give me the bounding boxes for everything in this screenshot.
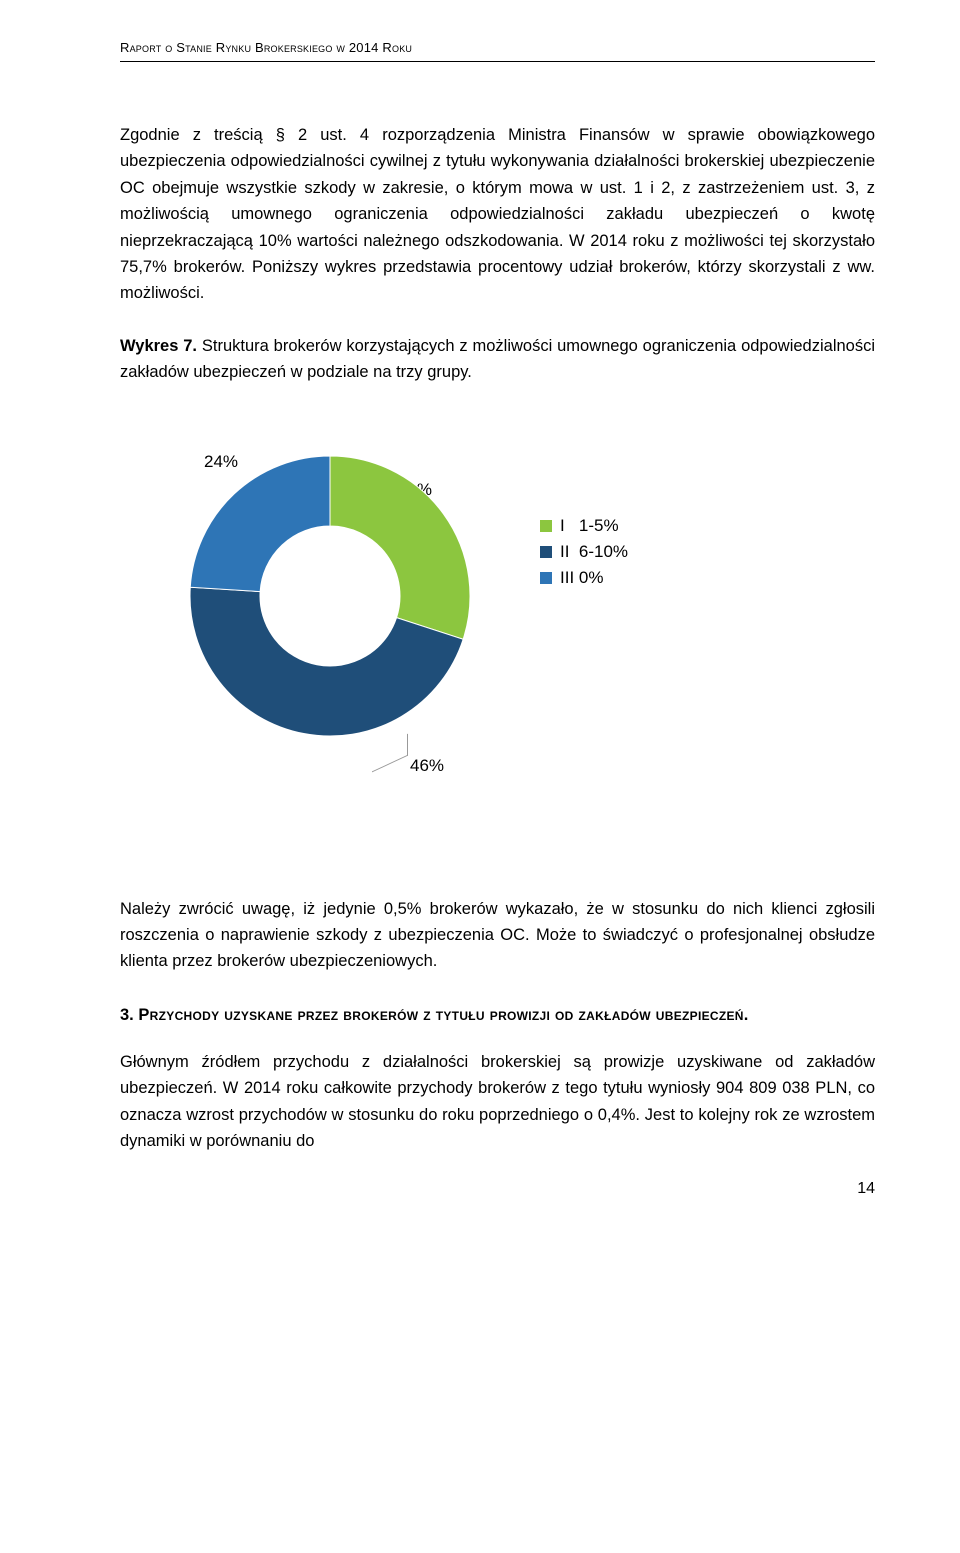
chart-title-bold: Wykres 7. bbox=[120, 337, 197, 355]
running-header: Raport o Stanie Rynku Brokerskiego w 201… bbox=[120, 40, 875, 55]
paragraph-2: Należy zwrócić uwagę, iż jedynie 0,5% br… bbox=[120, 896, 875, 975]
paragraph-3: Głównym źródłem przychodu z działalności… bbox=[120, 1049, 875, 1155]
legend-label: III 0% bbox=[560, 568, 603, 588]
chart-legend: I 1-5% II 6-10% III 0% bbox=[540, 516, 628, 594]
legend-item: I 1-5% bbox=[540, 516, 628, 536]
donut-slice-I bbox=[330, 456, 470, 639]
header-rule bbox=[120, 61, 875, 62]
donut-slice-III bbox=[190, 456, 330, 592]
donut-chart-area: 24% 30% 46% I 1-5%II 6-10%III 0% bbox=[120, 436, 875, 816]
legend-label: I 1-5% bbox=[560, 516, 619, 536]
page-number: 14 bbox=[120, 1180, 875, 1198]
slice-label-46: 46% bbox=[410, 756, 444, 776]
chart-title-rest: Struktura brokerów korzystających z możl… bbox=[120, 337, 875, 381]
legend-label: II 6-10% bbox=[560, 542, 628, 562]
legend-item: II 6-10% bbox=[540, 542, 628, 562]
heading-caps: Przychody uzyskane przez brokerów z tytu… bbox=[138, 1006, 748, 1024]
paragraph-1: Zgodnie z treścią § 2 ust. 4 rozporządze… bbox=[120, 122, 875, 307]
heading-number: 3. bbox=[120, 1006, 138, 1024]
legend-item: III 0% bbox=[540, 568, 628, 588]
section-heading-3: 3. Przychody uzyskane przez brokerów z t… bbox=[120, 1001, 875, 1029]
legend-swatch bbox=[540, 572, 552, 584]
legend-swatch bbox=[540, 546, 552, 558]
donut-chart bbox=[180, 446, 480, 751]
legend-swatch bbox=[540, 520, 552, 532]
chart-title: Wykres 7. Struktura brokerów korzystając… bbox=[120, 333, 875, 386]
